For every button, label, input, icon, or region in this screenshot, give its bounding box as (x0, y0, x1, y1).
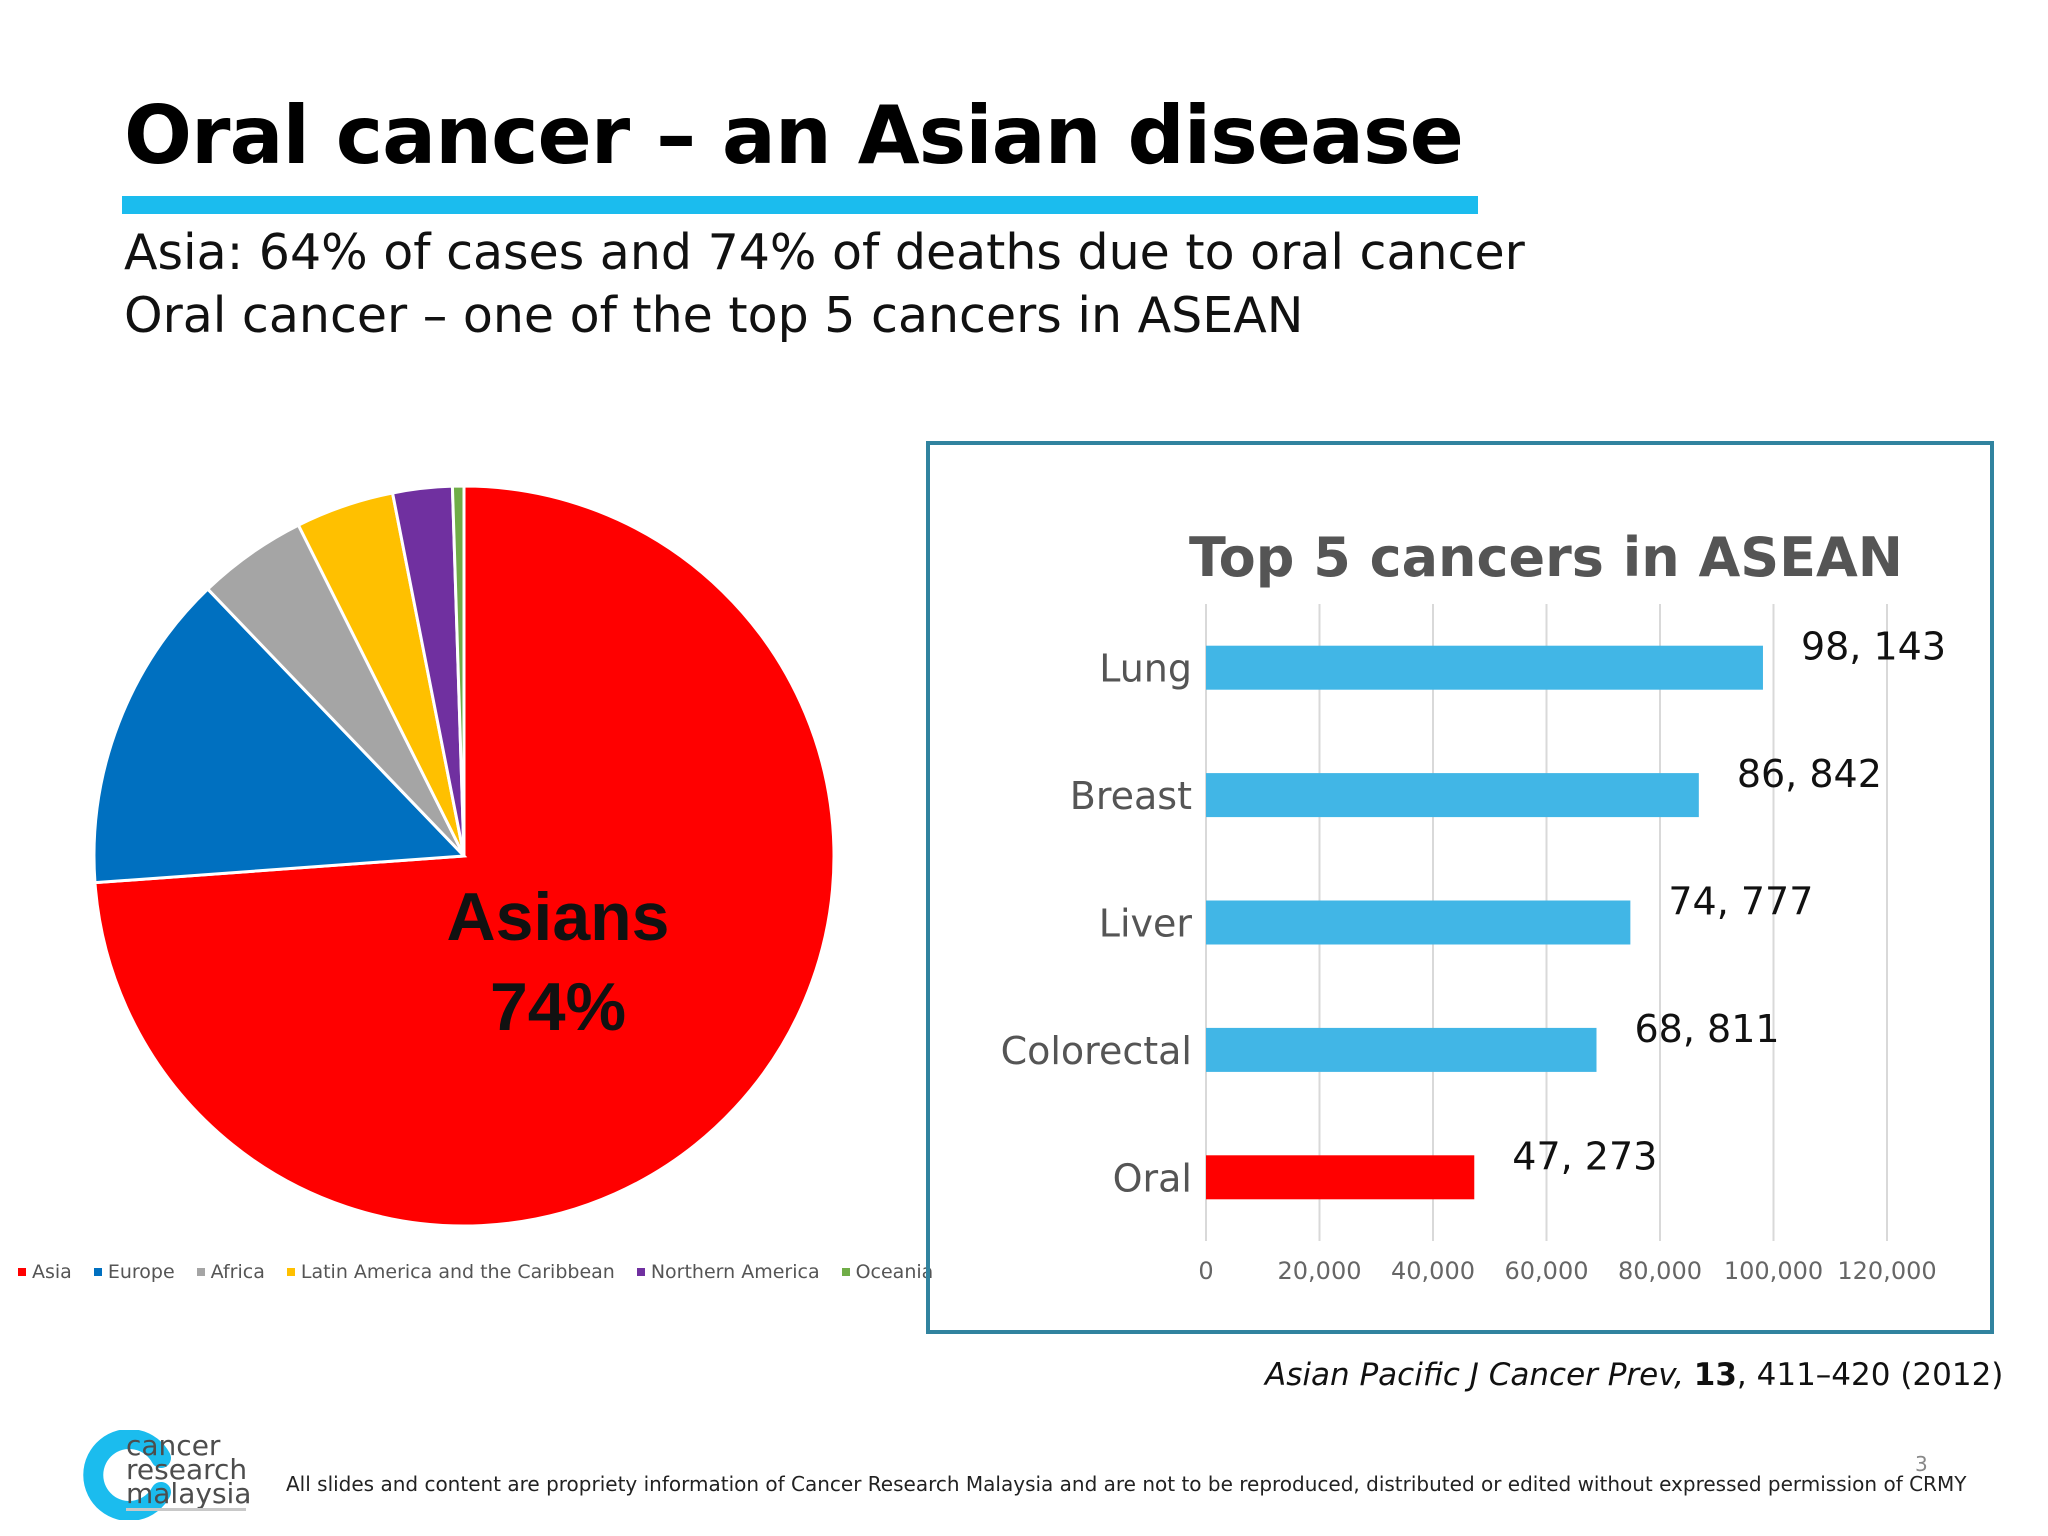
pie-legend: Asia Europe Africa Latin America and the Ca… (18, 1258, 955, 1286)
category-label-breast: Breast (1070, 774, 1192, 818)
page-title: Oral cancer – an Asian disease (124, 89, 1464, 182)
legend-swatch (286, 1268, 295, 1276)
data-label-oral: 47, 273 (1512, 1134, 1657, 1178)
legend-swatch (196, 1268, 205, 1276)
bar-lung (1206, 645, 1763, 690)
legend-item-africa: Africa (196, 1261, 265, 1283)
pie-slice-oceania (450, 484, 466, 857)
subtitle-line-1: Asia: 64% of cases and 74% of deaths due… (124, 224, 1525, 281)
legend-item-oceania: Oceania (841, 1261, 934, 1283)
pie-chart: Asians 74% (92, 484, 836, 1228)
legend-item-asia: Asia (18, 1261, 72, 1283)
legend-item-latin-america-and-the-caribbean: Latin America and the Caribbean (286, 1261, 615, 1283)
logo-tagline (126, 1508, 246, 1511)
bar-oral (1206, 1155, 1475, 1200)
bar-chart-frame (926, 441, 1994, 1334)
x-tick-label: 60,000 (1505, 1257, 1589, 1285)
category-label-liver: Liver (1099, 902, 1193, 946)
category-label-oral: Oral (1113, 1156, 1192, 1200)
bar-chart-title: Top 5 cancers in ASEAN (1189, 526, 1903, 589)
x-tick-label: 20,000 (1278, 1257, 1362, 1285)
category-label-lung: Lung (1099, 647, 1192, 691)
legend-swatch (841, 1268, 850, 1276)
category-label-colorectal: Colorectal (1001, 1029, 1192, 1073)
data-label-lung: 98, 143 (1801, 625, 1946, 669)
logo-line-3: malaysia (126, 1477, 252, 1510)
x-tick-label: 0 (1198, 1257, 1213, 1285)
title-underline (122, 196, 1478, 214)
page-number: 3 (1915, 1452, 1928, 1476)
data-label-breast: 86, 842 (1737, 752, 1882, 796)
legend-label: Europe (107, 1261, 175, 1283)
citation-volume: 13 (1693, 1357, 1737, 1393)
bar-colorectal (1206, 1027, 1597, 1072)
data-label-liver: 74, 777 (1668, 880, 1813, 924)
legend-item-europe: Europe (93, 1261, 175, 1283)
subtitle-line-2: Oral cancer – one of the top 5 cancers i… (124, 287, 1304, 344)
legend-item-northern-america: Northern America (636, 1261, 820, 1283)
footer-disclaimer: All slides and content are propriety inf… (286, 1472, 1967, 1496)
data-label-colorectal: 68, 811 (1635, 1007, 1780, 1051)
pie-annotation-1: Asians (447, 879, 670, 955)
legend-swatch (18, 1268, 26, 1276)
x-tick-label: 80,000 (1618, 1257, 1702, 1285)
bar-liver (1206, 900, 1631, 945)
logo-text: cancer research malaysia (126, 1429, 252, 1510)
legend-label: Asia (32, 1261, 72, 1283)
legend-label: Oceania (855, 1261, 934, 1283)
logo-line-1: cancer (126, 1429, 221, 1462)
bar-breast (1206, 773, 1699, 818)
pie-annotation-2: 74% (490, 969, 626, 1045)
x-tick-label: 120,000 (1837, 1257, 1936, 1285)
pie-slice-europe (92, 586, 468, 885)
legend-label: Latin America and the Caribbean (300, 1261, 615, 1283)
legend-label: Northern America (650, 1261, 820, 1283)
x-tick-label: 100,000 (1724, 1257, 1823, 1285)
legend-swatch (93, 1268, 102, 1276)
citation-pages: , 411–420 (2012) (1736, 1357, 2004, 1393)
x-tick-label: 40,000 (1391, 1257, 1475, 1285)
logo-line-2: research (126, 1453, 248, 1486)
citation-journal: Asian Pacific J Cancer Prev, (1265, 1357, 1694, 1393)
citation: Asian Pacific J Cancer Prev, 13, 411–420… (1265, 1357, 2003, 1393)
legend-label: Africa (210, 1261, 265, 1283)
legend-swatch (636, 1268, 645, 1276)
bar-chart: Top 5 cancers in ASEAN 0 20,000 40,000 60,00… (1001, 526, 1946, 1285)
